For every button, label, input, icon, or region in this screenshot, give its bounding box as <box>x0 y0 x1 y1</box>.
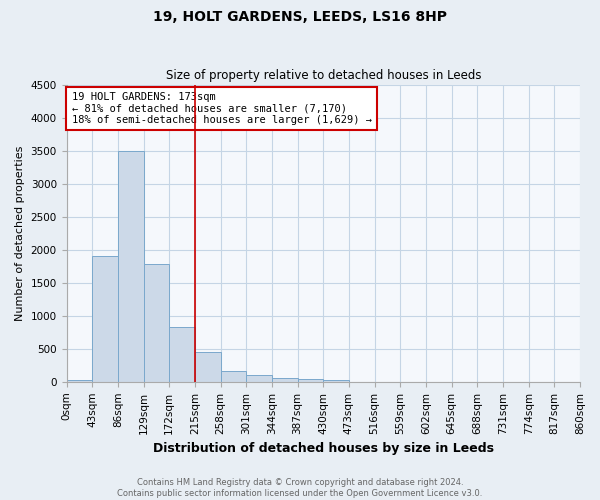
Text: 19, HOLT GARDENS, LEEDS, LS16 8HP: 19, HOLT GARDENS, LEEDS, LS16 8HP <box>153 10 447 24</box>
Bar <box>246 375 272 382</box>
Bar <box>118 150 143 382</box>
Bar <box>169 327 195 382</box>
Bar <box>221 371 246 382</box>
Bar <box>92 256 118 382</box>
Bar <box>143 264 169 382</box>
Bar <box>67 380 92 382</box>
Bar <box>195 352 221 382</box>
Text: Contains HM Land Registry data © Crown copyright and database right 2024.
Contai: Contains HM Land Registry data © Crown c… <box>118 478 482 498</box>
Bar <box>323 380 349 382</box>
Y-axis label: Number of detached properties: Number of detached properties <box>15 146 25 321</box>
Bar <box>298 379 323 382</box>
X-axis label: Distribution of detached houses by size in Leeds: Distribution of detached houses by size … <box>153 442 494 455</box>
Text: 19 HOLT GARDENS: 173sqm
← 81% of detached houses are smaller (7,170)
18% of semi: 19 HOLT GARDENS: 173sqm ← 81% of detache… <box>71 92 371 125</box>
Title: Size of property relative to detached houses in Leeds: Size of property relative to detached ho… <box>166 69 481 82</box>
Bar <box>272 378 298 382</box>
